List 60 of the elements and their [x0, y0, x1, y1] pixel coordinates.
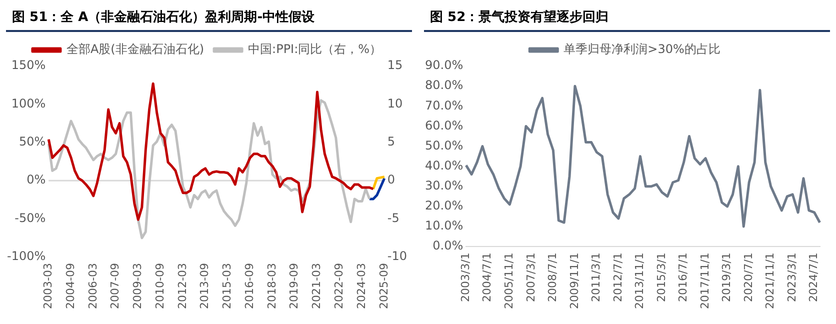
x-tick-label: 2003-03 — [41, 263, 54, 310]
y-tick-label: 70.0% — [424, 98, 464, 112]
y-tick-label: 100% — [11, 96, 46, 110]
x-tick-label: 2016/7/1 — [676, 252, 690, 302]
x-tick-label: 2021/11/1 — [764, 252, 777, 310]
chart-title: 图 52：景气投资有望逐步回归 — [424, 0, 830, 32]
x-tick-label: 2021-03 — [310, 263, 324, 310]
y2-tick-label: 5 — [387, 134, 396, 149]
x-tick-label: 2015-03 — [220, 263, 234, 310]
y-tick-label: 20.0% — [424, 198, 464, 213]
y-tick-label: 80.0% — [424, 78, 464, 92]
x-tick-label: 2018-03 — [265, 263, 278, 310]
x-tick-label: 2006-03 — [86, 263, 100, 310]
x-tick-label: 2003/3/1 — [458, 252, 472, 302]
x-tick-label: 2013/11/1 — [633, 252, 646, 310]
x-tick-label: 2007/3/1 — [524, 252, 538, 302]
x-tick-label: 2008/7/1 — [546, 252, 560, 302]
legend-label: 中国:PPI:同比（右，%） — [248, 42, 382, 56]
x-tick-label: 2019/3/1 — [720, 252, 734, 302]
x-tick-label: 2022-09 — [332, 263, 346, 310]
x-tick-label: 2015/3/1 — [654, 252, 668, 302]
x-tick-label: 2012-03 — [176, 263, 189, 310]
y-tick-label: 10.0% — [424, 218, 464, 233]
x-tick-label: 2016-09 — [242, 263, 256, 310]
x-tick-label: 2010-09 — [153, 263, 166, 310]
x-tick-label: 2007-09 — [108, 263, 122, 310]
y2-tick-label: -10 — [387, 249, 408, 264]
y2-tick-label: 15 — [387, 58, 403, 72]
y-tick-label: 0% — [26, 172, 46, 187]
x-tick-label: 2024/7/1 — [807, 252, 820, 302]
x-tick-label: 2020/7/1 — [742, 252, 755, 302]
legend-label: 全部A股(非金融石油石化) — [66, 42, 204, 56]
x-tick-label: 2013-09 — [198, 263, 212, 310]
y2-tick-label: 10 — [387, 96, 403, 110]
x-tick-label: 2017/11/1 — [698, 252, 712, 310]
y-tick-label: 40.0% — [424, 158, 464, 172]
x-tick-label: 2011/3/1 — [590, 252, 603, 302]
legend-label: 单季归母净利润>30%的占比 — [564, 42, 720, 56]
y-tick-label: 60.0% — [424, 118, 464, 132]
x-tick-label: 2025-09 — [377, 263, 390, 310]
x-tick-label: 2019-09 — [288, 263, 301, 310]
chart-title: 图 51：全 A（非金融石油石化）盈利周期-中性假设 — [6, 0, 412, 32]
x-tick-label: 2009/11/1 — [568, 252, 581, 310]
x-tick-label: 2004/7/1 — [480, 252, 494, 302]
x-tick-label: 2005/11/1 — [502, 252, 516, 310]
x-tick-label: 2012/7/1 — [611, 252, 624, 302]
y-tick-label: 90.0% — [424, 58, 464, 72]
y-tick-label: -50% — [14, 210, 46, 225]
x-tick-label: 2023/3/1 — [785, 252, 798, 302]
x-tick-label: 2009-03 — [131, 263, 144, 310]
y-tick-label: 50% — [18, 134, 46, 149]
x-tick-label: 2024-03 — [354, 263, 368, 310]
y-tick-label: 150% — [11, 58, 46, 72]
y2-tick-label: 0 — [387, 172, 396, 187]
x-tick-label: 2004-09 — [64, 263, 77, 310]
y-tick-label: 0.0% — [432, 238, 464, 253]
y2-tick-label: -5 — [387, 210, 400, 225]
y-tick-label: 30.0% — [424, 178, 464, 193]
y-tick-label: 50.0% — [424, 138, 464, 152]
y-tick-label: -100% — [6, 249, 46, 264]
